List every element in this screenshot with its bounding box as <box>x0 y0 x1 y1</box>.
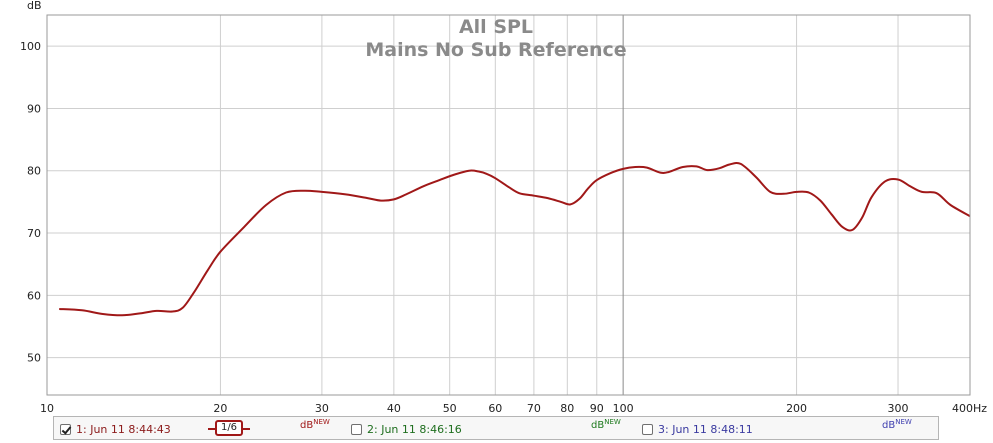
legend-unit-1[interactable]: dBNEW <box>300 418 330 431</box>
y-tick-80: 80 <box>27 165 41 178</box>
y-tick-50: 50 <box>27 352 41 365</box>
legend-checkbox-3[interactable] <box>642 423 653 435</box>
spl-chart[interactable]: 50 60 70 80 90 100 10 20 30 40 50 60 70 80 90 100 200 30… <box>0 0 993 416</box>
chart-subtitle: Mains No Sub Reference <box>365 39 626 61</box>
legend-unit-1-sup: NEW <box>313 418 330 426</box>
x-tick-300: 300 <box>888 402 909 415</box>
legend-unit-2-sup: NEW <box>604 418 621 426</box>
smoothing-value: 1/6 <box>214 420 244 436</box>
x-tick-40: 40 <box>387 402 401 415</box>
legend-item-3[interactable]: 3: Jun 11 8:48:11 <box>642 421 753 437</box>
legend-unit-3-sup: NEW <box>895 418 912 426</box>
x-tick-50: 50 <box>443 402 457 415</box>
chart-title: All SPL <box>459 16 533 38</box>
smoothing-indicator[interactable]: 1/6 <box>208 420 250 436</box>
y-axis-ticks: 50 60 70 80 90 100 <box>20 40 41 364</box>
x-axis-ticks: 10 20 30 40 50 60 70 80 90 100 200 300 400Hz <box>40 402 987 415</box>
y-tick-90: 90 <box>27 102 41 115</box>
legend-unit-3-text: dB <box>882 420 896 431</box>
x-tick-400: 400Hz <box>952 402 987 415</box>
x-tick-60: 60 <box>488 402 502 415</box>
plot-border <box>46 14 971 396</box>
legend-unit-1-text: dB <box>300 420 314 431</box>
series-group <box>59 161 971 317</box>
legend-item-2[interactable]: 2: Jun 11 8:46:16 <box>351 421 462 437</box>
x-tick-30: 30 <box>315 402 329 415</box>
y-tick-100: 100 <box>20 40 41 53</box>
x-tick-10: 10 <box>40 402 54 415</box>
legend-checkbox-1[interactable] <box>60 423 71 435</box>
x-tick-200: 200 <box>786 402 807 415</box>
plot-background <box>47 15 970 395</box>
y-axis-label: dB <box>27 0 42 12</box>
legend-unit-2-text: dB <box>591 420 605 431</box>
y-tick-70: 70 <box>27 227 41 240</box>
x-tick-90: 90 <box>590 402 604 415</box>
series-line-1 <box>59 161 971 317</box>
legend-checkbox-2[interactable] <box>351 423 362 435</box>
y-tick-60: 60 <box>27 289 41 302</box>
x-tick-100: 100 <box>613 402 634 415</box>
x-tick-20: 20 <box>213 402 227 415</box>
legend: 1: Jun 11 8:44:43 1/6 dBNEW 2: Jun 11 8:… <box>53 416 939 440</box>
legend-unit-3[interactable]: dBNEW <box>882 418 912 431</box>
legend-label-3: 3: Jun 11 8:48:11 <box>658 422 753 436</box>
x-tick-70: 70 <box>527 402 541 415</box>
x-tick-80: 80 <box>560 402 574 415</box>
legend-label-2: 2: Jun 11 8:46:16 <box>367 422 462 436</box>
legend-unit-2[interactable]: dBNEW <box>591 418 621 431</box>
legend-item-1[interactable]: 1: Jun 11 8:44:43 <box>60 421 171 437</box>
legend-label-1: 1: Jun 11 8:44:43 <box>76 422 171 436</box>
